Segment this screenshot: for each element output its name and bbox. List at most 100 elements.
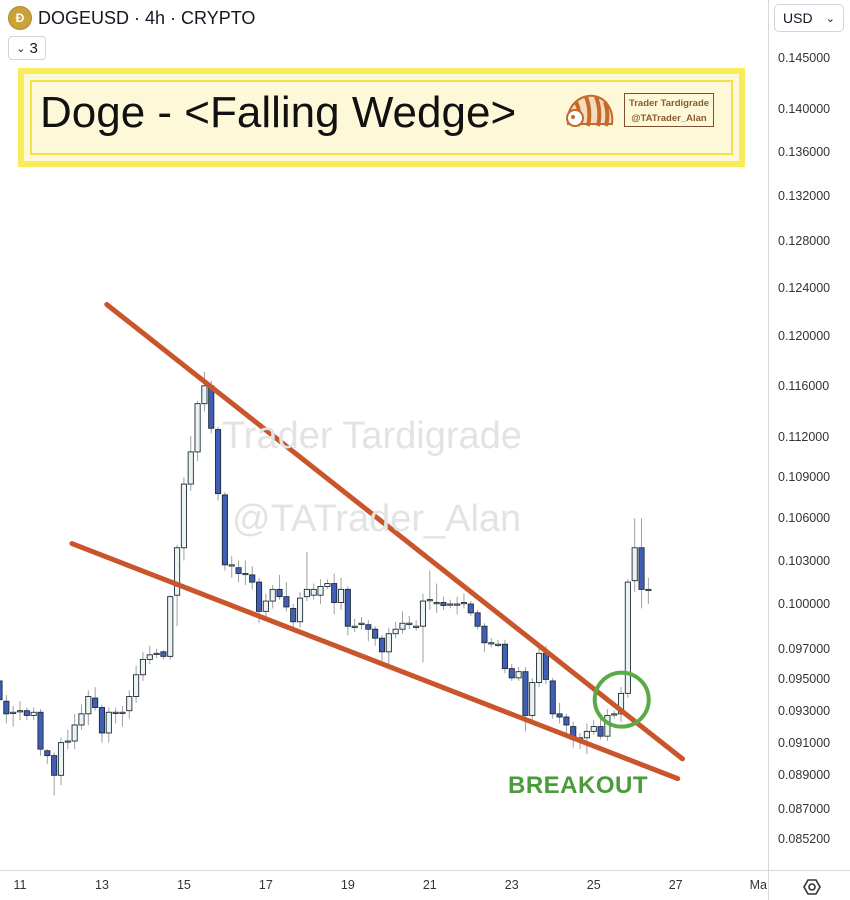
bear-candle	[221, 494, 228, 566]
bear-candle	[37, 711, 44, 750]
bear-candle	[522, 671, 529, 716]
price-chart[interactable]	[0, 0, 768, 870]
symbol-title: DOGEUSD · 4h · CRYPTO	[38, 7, 256, 28]
price-tick-label: 0.103000	[778, 553, 831, 568]
bear-candle	[597, 726, 604, 737]
time-tick-label: Ma	[749, 878, 767, 892]
bull-candle	[201, 385, 208, 405]
bull-candle	[269, 588, 276, 602]
bear-candle	[235, 567, 242, 574]
bull-candle	[57, 742, 65, 776]
bull-candle	[194, 403, 201, 453]
bear-candle	[283, 596, 290, 608]
bear-candle	[467, 603, 474, 614]
bear-candle	[160, 651, 167, 657]
bull-candle	[419, 600, 427, 627]
title-banner: Doge - <Falling Wedge> Trader Tardigrade…	[18, 68, 745, 167]
indicators-toggle-button[interactable]: ⌄ 3	[8, 36, 46, 60]
price-tick-label: 0.106000	[778, 511, 831, 526]
bull-candle	[174, 547, 181, 596]
bear-candle	[474, 612, 481, 627]
bull-candle	[85, 696, 92, 715]
bear-candle	[44, 750, 51, 757]
bull-candle	[536, 652, 543, 683]
brand-box: Trader Tardigrade @TATrader_Alan	[624, 93, 714, 127]
bull-candle	[133, 674, 140, 697]
bear-candle	[440, 602, 447, 606]
price-tick-label: 0.109000	[778, 470, 831, 485]
bull-candle	[10, 711, 17, 714]
time-tick-label: 21	[422, 878, 437, 892]
price-tick-label: 0.089000	[778, 768, 831, 783]
symbol-header[interactable]: Ð DOGEUSD · 4h · CRYPTO	[8, 6, 255, 30]
doge-coin-icon: Ð	[8, 6, 32, 30]
price-tick-label: 0.085200	[778, 832, 831, 847]
bull-candle	[146, 654, 153, 660]
watermark-handle: @TATrader_Alan	[232, 498, 522, 540]
bull-candle	[617, 692, 625, 715]
bear-candle	[372, 628, 379, 639]
bear-candle	[0, 680, 3, 701]
bull-candle	[167, 596, 174, 657]
watermark-name: Trader Tardigrade	[222, 415, 522, 457]
time-tick-label: 27	[668, 878, 683, 892]
bear-candle	[331, 583, 338, 603]
tardigrade-logo-icon	[566, 94, 614, 127]
bull-candle	[460, 602, 468, 605]
bear-candle	[3, 700, 10, 715]
bear-candle	[290, 607, 297, 623]
bear-candle	[249, 574, 256, 583]
bull-candle	[624, 581, 631, 694]
bull-candle	[16, 710, 24, 713]
bull-candle	[262, 600, 269, 612]
bull-candle	[611, 713, 618, 716]
price-tick-label: 0.128000	[778, 234, 831, 249]
price-axis-divider	[768, 0, 769, 900]
bull-candle	[105, 711, 112, 734]
bull-candle	[433, 602, 440, 605]
settings-gear-icon[interactable]	[802, 877, 822, 897]
bull-candle	[631, 547, 638, 582]
chart-title: Doge - <Falling Wedge>	[40, 88, 517, 137]
bull-candle	[180, 483, 187, 549]
bull-candle	[399, 622, 406, 630]
bull-candle	[454, 603, 461, 606]
lower-trendline	[69, 541, 681, 782]
time-tick-label: 11	[13, 878, 27, 892]
brand-name: Trader Tardigrade	[628, 98, 710, 109]
price-tick-label: 0.136000	[778, 144, 831, 159]
currency-dropdown[interactable]: USD ⌄	[774, 4, 844, 32]
bear-candle	[481, 625, 488, 644]
currency-value: USD	[783, 10, 813, 26]
bull-candle	[303, 588, 310, 598]
brand-handle: @TATrader_Alan	[631, 113, 707, 124]
bear-candle	[542, 652, 549, 680]
bear-candle	[215, 429, 222, 495]
bull-candle	[324, 583, 331, 587]
bull-candle	[78, 713, 85, 726]
title-banner-inner-border	[30, 80, 733, 155]
price-tick-label: 0.087000	[778, 801, 831, 816]
bull-candle	[310, 588, 317, 596]
bull-candle	[71, 724, 78, 742]
price-tick-label: 0.140000	[778, 102, 831, 117]
price-tick-label: 0.112000	[778, 430, 830, 445]
time-axis-divider	[0, 870, 850, 871]
time-tick-label: 13	[95, 878, 109, 892]
indicators-count: 3	[29, 39, 38, 57]
bull-candle	[488, 642, 495, 645]
bear-candle	[378, 637, 386, 653]
price-tick-label: 0.116000	[778, 378, 830, 393]
bull-candle	[112, 711, 119, 714]
price-tick-label: 0.097000	[778, 641, 831, 656]
bear-candle	[549, 680, 556, 715]
bear-candle	[92, 697, 99, 708]
price-tick-label: 0.091000	[778, 735, 831, 750]
bull-candle	[515, 671, 522, 679]
breakout-circle	[592, 670, 651, 729]
bull-candle	[590, 726, 597, 732]
time-tick-label: 17	[258, 878, 273, 892]
breakout-label: BREAKOUT	[508, 772, 648, 799]
bear-candle	[23, 710, 30, 716]
time-tick-label: 15	[176, 878, 191, 892]
